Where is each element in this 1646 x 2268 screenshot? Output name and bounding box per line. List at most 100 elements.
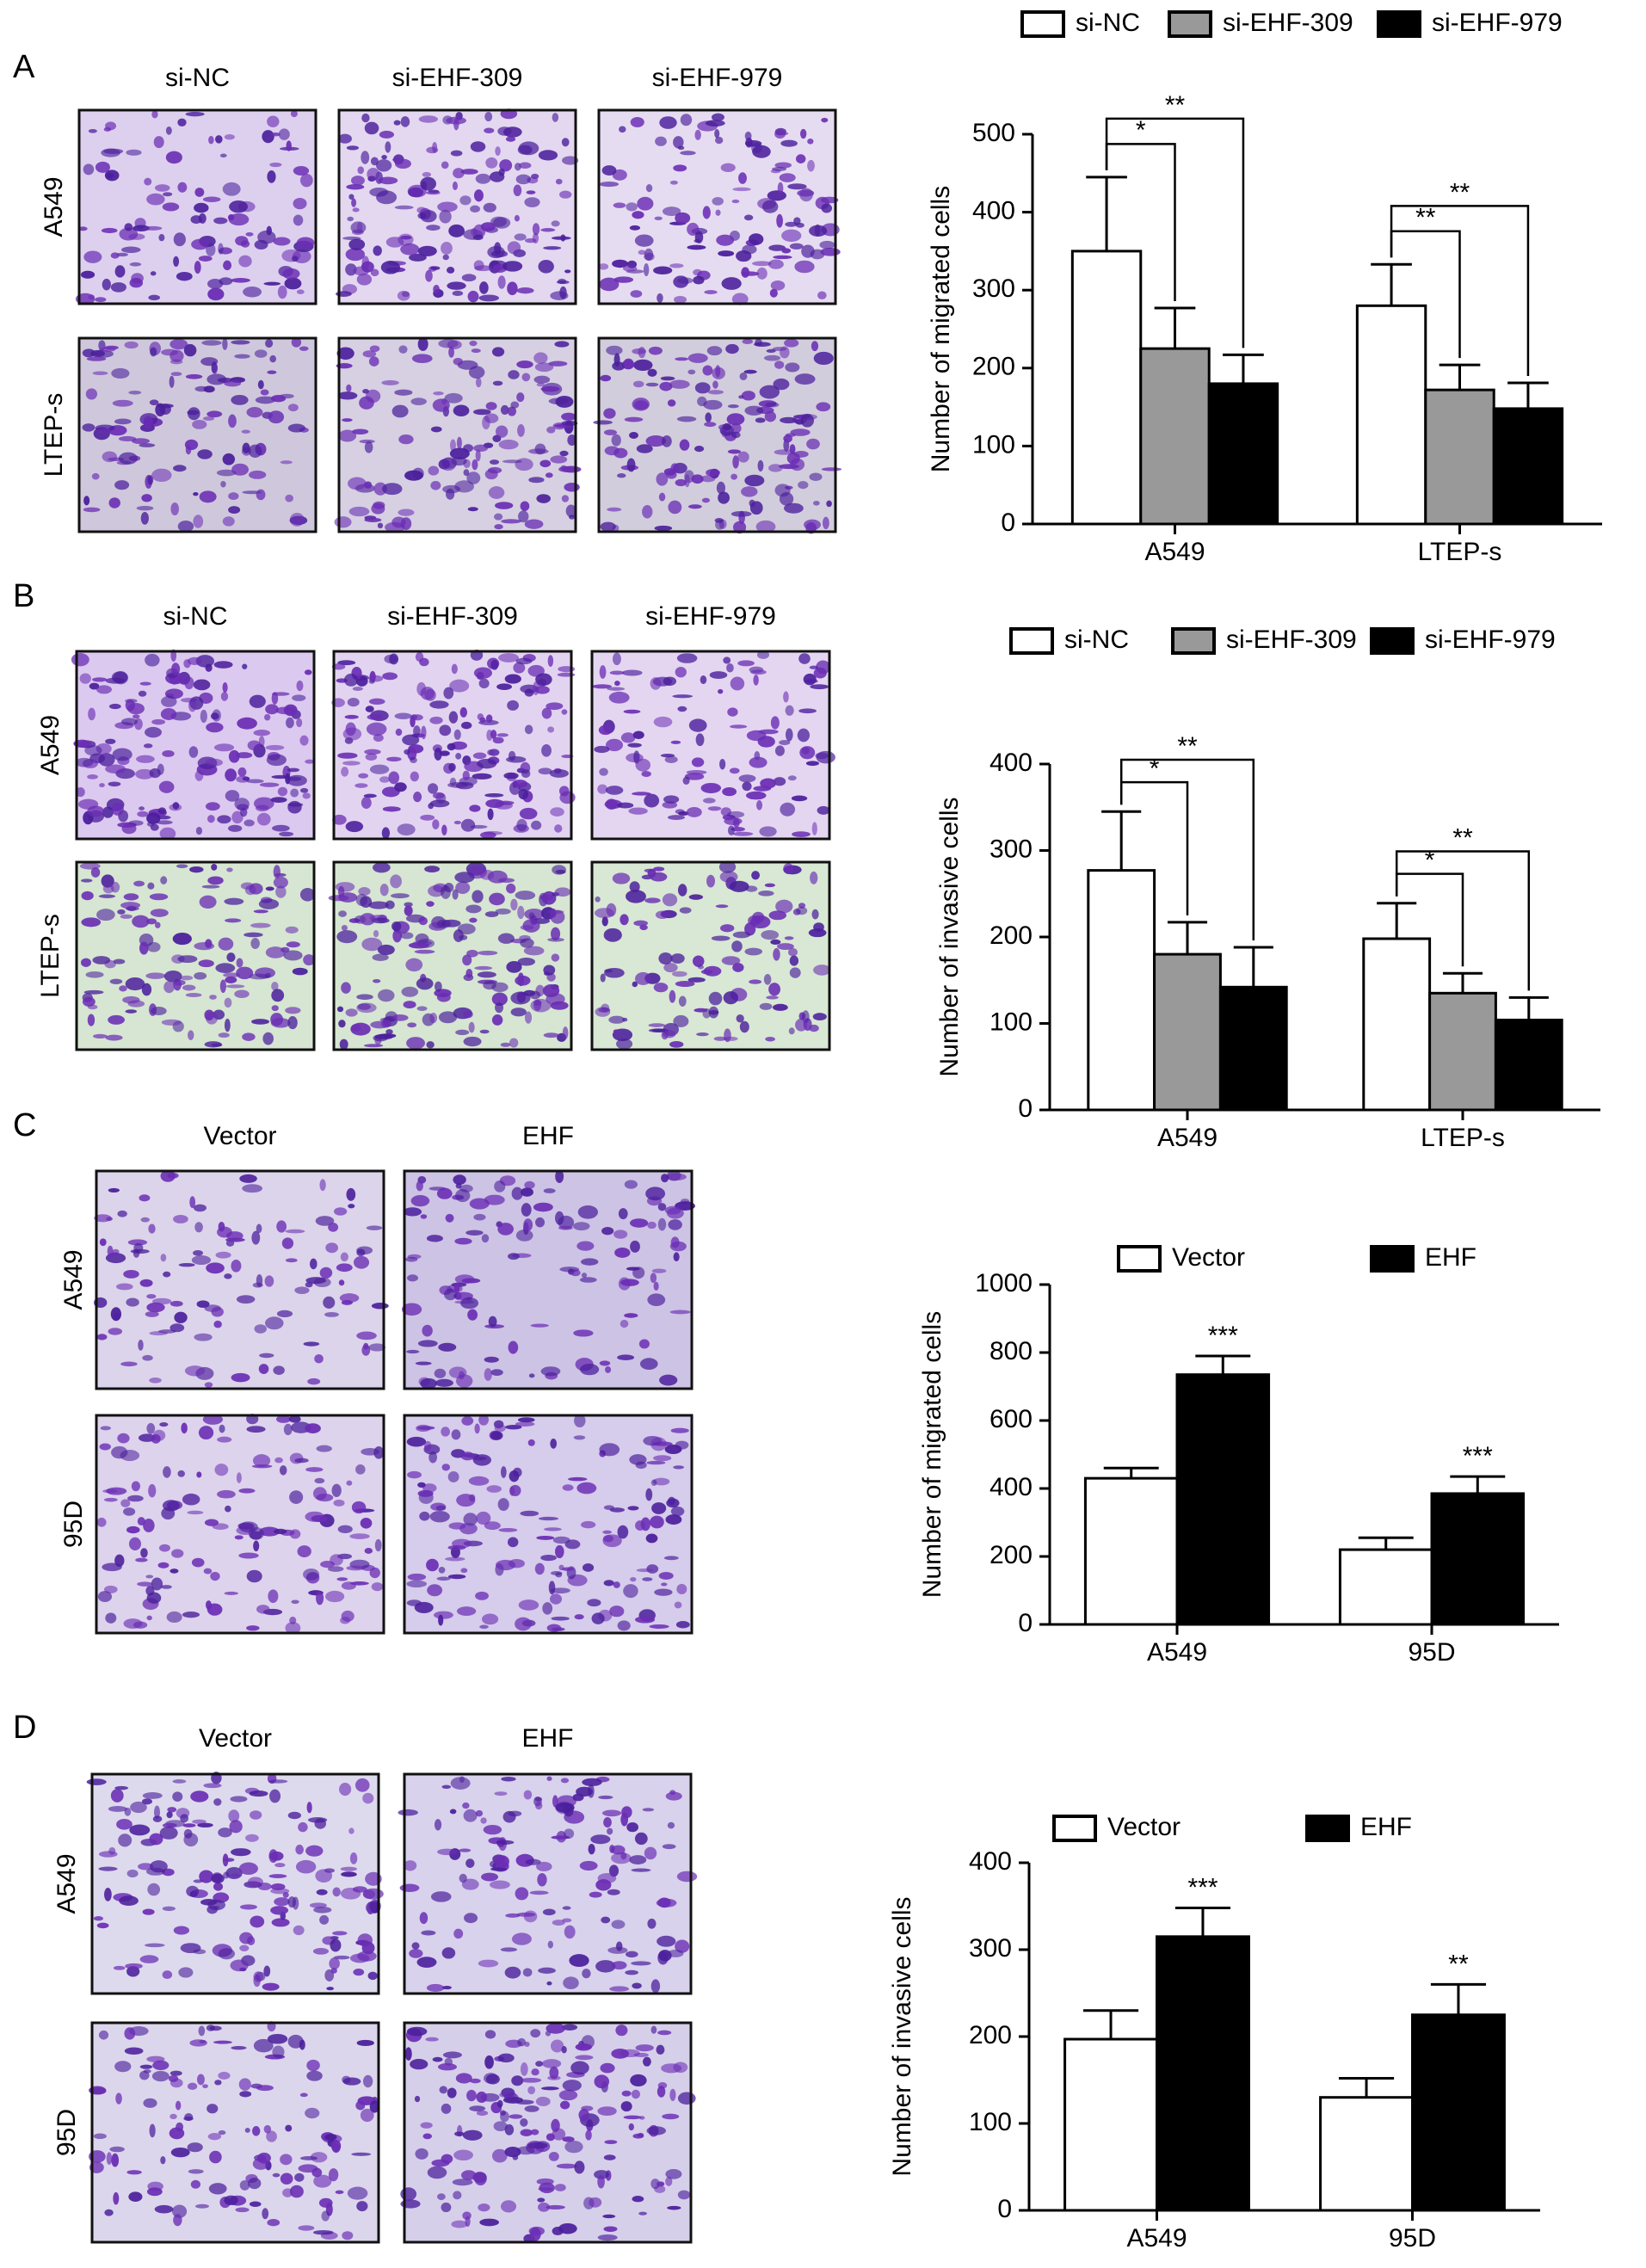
stained-cell (146, 193, 165, 206)
stained-cell (675, 212, 691, 225)
stained-cell (657, 2086, 666, 2098)
stained-cell (406, 1349, 420, 1354)
y-axis-title: Number of invasive cells (935, 797, 964, 1076)
stained-cell (417, 1489, 434, 1497)
stained-cell (245, 231, 254, 237)
stained-cell (813, 965, 831, 976)
stained-cell (105, 121, 117, 131)
stained-cell (700, 475, 716, 483)
stained-cell (287, 1811, 301, 1820)
stained-cell (653, 1455, 672, 1462)
stained-cell (170, 2070, 182, 2076)
stained-cell (598, 724, 613, 736)
stained-cell (597, 784, 608, 794)
stained-cell (516, 361, 533, 369)
stained-cell (335, 2190, 344, 2195)
stained-cell (371, 1302, 389, 1310)
stained-cell (780, 346, 790, 359)
stained-cell (99, 1238, 107, 1247)
stained-cell (561, 420, 578, 427)
stained-cell (207, 1603, 223, 1616)
stained-cell (617, 1354, 635, 1361)
stained-cell (407, 1274, 418, 1282)
stained-cell (123, 1269, 139, 1279)
stained-cell (603, 1817, 612, 1828)
stained-cell (669, 989, 676, 1003)
stained-cell (628, 2123, 634, 2131)
stained-cell (447, 340, 462, 349)
stained-cell (761, 200, 779, 213)
bar (1492, 407, 1564, 526)
stained-cell (612, 872, 631, 884)
stained-cell (668, 1219, 682, 1230)
stained-cell (305, 1423, 321, 1433)
stained-cell (256, 1605, 270, 1614)
stained-cell (382, 483, 403, 496)
stained-cell (599, 665, 607, 679)
stained-cell (630, 1577, 637, 1582)
stained-cell (407, 747, 417, 761)
stained-cell (83, 250, 102, 263)
stained-cell (403, 1207, 422, 1217)
stained-cell (293, 166, 310, 176)
stained-cell (516, 392, 525, 403)
row-label: A549 (40, 176, 68, 237)
stained-cell (476, 2091, 488, 2103)
significance-label: * (1136, 116, 1146, 145)
stained-cell (609, 670, 625, 675)
stained-cell (116, 1283, 133, 1291)
stained-cell (582, 1969, 591, 1979)
stained-cell (143, 1519, 155, 1532)
stained-cell (368, 356, 379, 367)
micrograph (593, 336, 842, 534)
stained-cell (194, 188, 205, 197)
stained-cell (173, 465, 187, 472)
stained-cell (522, 919, 540, 933)
stained-cell (642, 1577, 653, 1581)
stained-cell (604, 446, 620, 456)
stained-cell (485, 402, 497, 410)
stained-cell (162, 1906, 176, 1912)
stained-cell (822, 516, 829, 530)
stained-cell (131, 438, 151, 445)
stained-cell (473, 409, 491, 416)
stained-cell (428, 1451, 438, 1464)
stained-cell (463, 1010, 473, 1019)
stained-cell (341, 767, 349, 777)
stained-cell (821, 203, 833, 213)
stained-cell (632, 380, 644, 388)
stained-cell (318, 2197, 333, 2208)
stained-cell (117, 909, 126, 915)
stained-cell (464, 1913, 478, 1924)
stained-cell (213, 661, 233, 669)
stained-cell (419, 1912, 428, 1925)
stained-cell (394, 205, 414, 210)
stained-cell (480, 222, 496, 231)
stained-cell (463, 1809, 478, 1822)
stained-cell (547, 1940, 553, 1949)
stained-cell (503, 772, 519, 780)
stained-cell (206, 1262, 225, 1274)
micrograph (336, 108, 579, 305)
stained-cell (398, 508, 415, 516)
stained-cell (381, 154, 387, 160)
stained-cell (258, 898, 280, 909)
stained-cell (275, 1415, 292, 1423)
stained-cell (441, 161, 449, 169)
stained-cell (751, 261, 772, 267)
stained-cell (437, 201, 458, 213)
stained-cell (384, 654, 398, 664)
stained-cell (516, 2146, 535, 2155)
stained-cell (117, 1433, 130, 1444)
column-label: si-EHF-309 (392, 64, 523, 92)
stained-cell (600, 2062, 615, 2074)
stained-cell (185, 111, 205, 117)
stained-cell (511, 1186, 523, 1200)
stained-cell (491, 347, 505, 357)
stained-cell (514, 214, 520, 222)
stained-cell (524, 519, 544, 529)
stained-cell (207, 876, 224, 885)
stained-cell (339, 1782, 352, 1797)
significance-label: ** (1177, 732, 1198, 761)
stained-cell (342, 2231, 354, 2240)
